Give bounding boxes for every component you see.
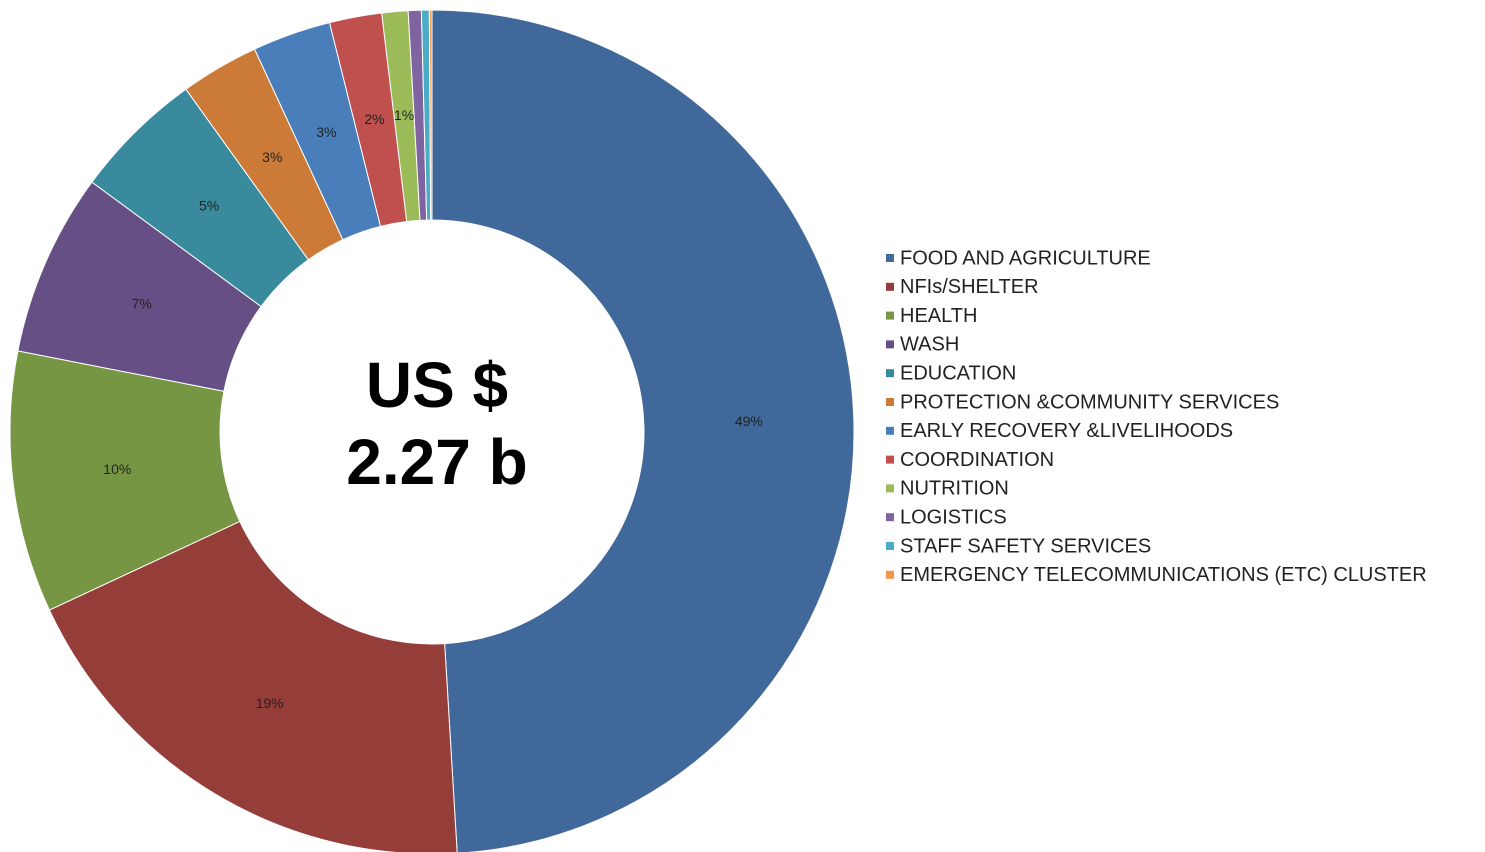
slice	[48, 520, 458, 852]
legend-swatch	[886, 426, 894, 435]
legend-text: NUTRITION	[900, 478, 1009, 500]
slice	[428, 9, 433, 221]
legend-swatch	[886, 254, 894, 262]
legend-text: FOOD AND AGRICULTURE	[900, 247, 1151, 269]
legend-swatch	[886, 282, 894, 291]
slice-label: 3%	[316, 124, 336, 140]
legend-swatch	[886, 455, 894, 464]
slice-label: 3%	[262, 149, 282, 165]
legend-swatch	[886, 311, 894, 320]
slice-label: 1%	[394, 107, 414, 123]
slice-label: 10%	[103, 461, 131, 477]
slice	[431, 9, 855, 852]
slice-label: 7%	[132, 295, 152, 311]
legend-text: EMERGENCY TELECOMMUNICATIONS (ETC) CLUST…	[900, 564, 1427, 586]
legend-text: COORDINATION	[900, 449, 1054, 471]
legend-text: EARLY RECOVERY &LIVELIHOODS	[900, 420, 1233, 442]
legend-text: WASH	[900, 334, 959, 356]
legend-swatch	[886, 513, 894, 522]
legend-text: LOGISTICS	[900, 506, 1007, 528]
slices	[9, 9, 855, 852]
legend-swatch	[886, 398, 894, 406]
legend-text: EDUCATION	[900, 362, 1016, 384]
slice-label: 2%	[364, 111, 384, 127]
legend-swatch	[886, 484, 894, 493]
legend-text: STAFF SAFETY SERVICES	[900, 535, 1151, 557]
legend-swatch	[886, 542, 894, 550]
legend-text: HEALTH	[900, 305, 977, 327]
legend-text: PROTECTION &COMMUNITY SERVICES	[900, 391, 1279, 413]
slice-label: 49%	[735, 413, 763, 429]
slice-label: 19%	[256, 695, 284, 711]
legend-swatch	[886, 369, 894, 378]
legend-swatch	[886, 570, 894, 579]
slice	[9, 350, 241, 611]
legend-swatch	[886, 340, 894, 349]
slice-label: 5%	[199, 197, 219, 213]
center-text: US $	[366, 349, 508, 421]
center-text: 2.27 b	[346, 426, 527, 498]
legend-text: NFIs/SHELTER	[900, 276, 1039, 298]
